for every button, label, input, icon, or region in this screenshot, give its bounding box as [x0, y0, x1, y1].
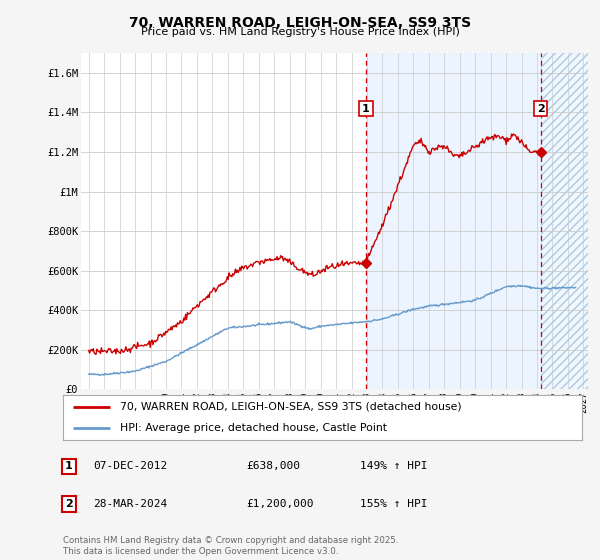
- Text: HPI: Average price, detached house, Castle Point: HPI: Average price, detached house, Cast…: [120, 422, 387, 432]
- Text: 1: 1: [65, 461, 73, 472]
- Text: £638,000: £638,000: [246, 461, 300, 472]
- Text: 149% ↑ HPI: 149% ↑ HPI: [360, 461, 427, 472]
- Text: 28-MAR-2024: 28-MAR-2024: [93, 499, 167, 509]
- Bar: [541, 53, 588, 389]
- Text: Price paid vs. HM Land Registry's House Price Index (HPI): Price paid vs. HM Land Registry's House …: [140, 27, 460, 37]
- Text: Contains HM Land Registry data © Crown copyright and database right 2025.
This d: Contains HM Land Registry data © Crown c…: [63, 536, 398, 556]
- Text: £1,200,000: £1,200,000: [246, 499, 314, 509]
- Text: 2: 2: [65, 499, 73, 509]
- Text: 07-DEC-2012: 07-DEC-2012: [93, 461, 167, 472]
- Text: 155% ↑ HPI: 155% ↑ HPI: [360, 499, 427, 509]
- Bar: [541, 53, 588, 389]
- Bar: [366, 53, 541, 389]
- Text: 2: 2: [536, 104, 544, 114]
- Text: 1: 1: [362, 104, 370, 114]
- Text: 70, WARREN ROAD, LEIGH-ON-SEA, SS9 3TS (detached house): 70, WARREN ROAD, LEIGH-ON-SEA, SS9 3TS (…: [120, 402, 462, 412]
- Text: 70, WARREN ROAD, LEIGH-ON-SEA, SS9 3TS: 70, WARREN ROAD, LEIGH-ON-SEA, SS9 3TS: [129, 16, 471, 30]
